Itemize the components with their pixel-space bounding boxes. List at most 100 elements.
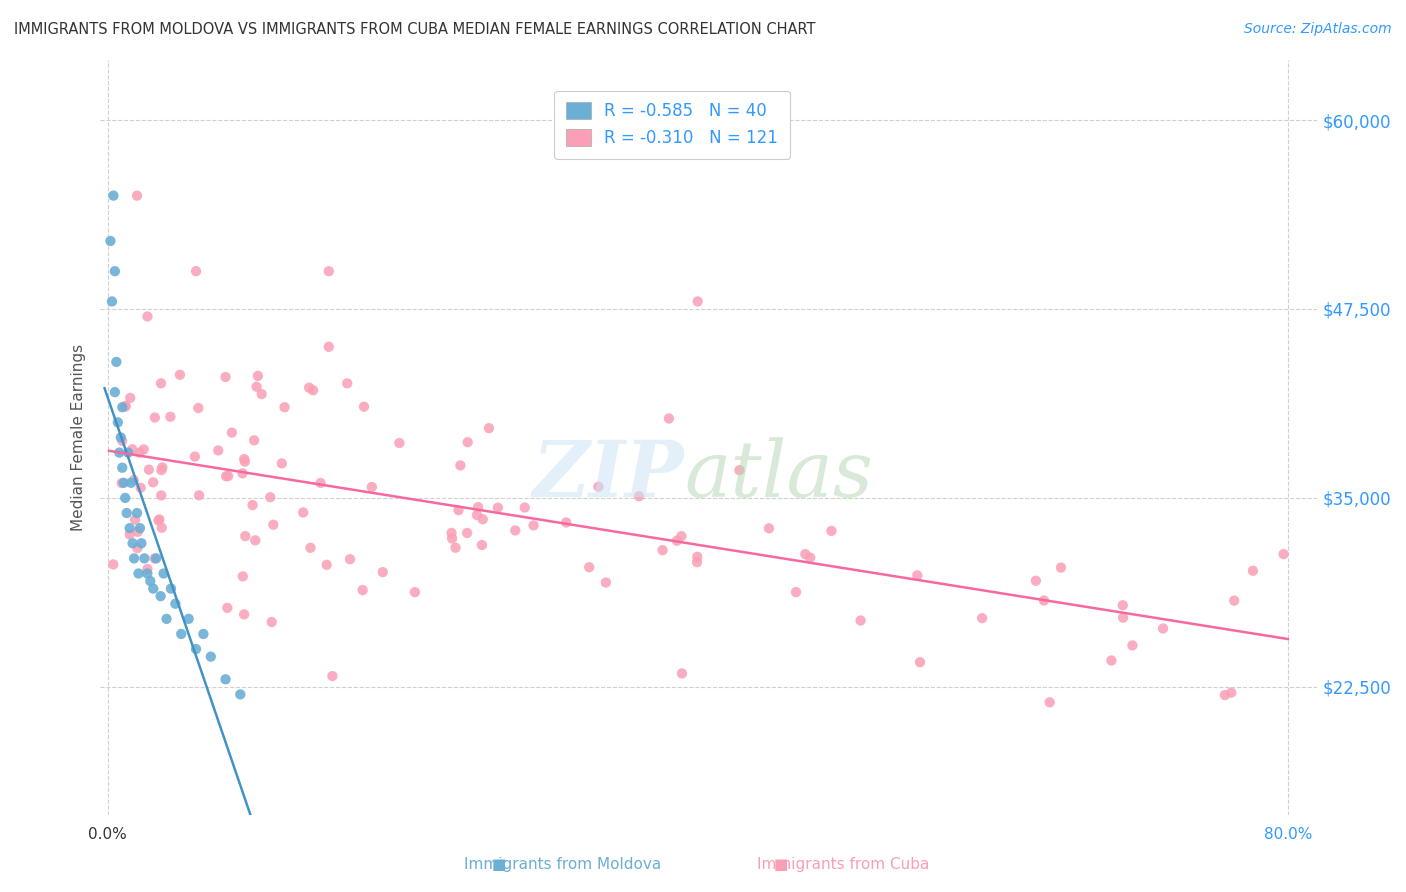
Point xyxy=(671,529,693,543)
Point xyxy=(441,532,464,546)
Point xyxy=(184,264,207,278)
Point xyxy=(588,480,610,494)
Point xyxy=(114,400,136,414)
Point xyxy=(150,376,173,391)
Point xyxy=(1032,593,1054,607)
Point xyxy=(1112,599,1135,613)
Point xyxy=(449,458,471,473)
Point xyxy=(262,517,284,532)
Point xyxy=(972,611,994,625)
Point xyxy=(148,514,170,528)
Point xyxy=(1099,653,1122,667)
Point xyxy=(360,480,382,494)
Point xyxy=(217,600,239,615)
Point xyxy=(129,521,152,535)
Point xyxy=(103,188,125,202)
Point xyxy=(103,558,125,572)
Point xyxy=(456,526,478,541)
Point xyxy=(160,582,183,596)
Point xyxy=(1039,695,1062,709)
Point xyxy=(125,188,148,202)
Point xyxy=(820,524,842,538)
Point xyxy=(513,500,536,515)
Point xyxy=(128,445,150,459)
Point xyxy=(217,469,239,483)
Point xyxy=(292,506,315,520)
Point xyxy=(233,454,256,468)
Point xyxy=(388,436,411,450)
Point xyxy=(207,443,229,458)
Point xyxy=(471,538,494,552)
Point xyxy=(105,355,128,369)
Point xyxy=(149,589,172,603)
Point xyxy=(555,516,578,530)
Text: atlas: atlas xyxy=(685,437,873,514)
Point xyxy=(522,518,544,533)
Text: IMMIGRANTS FROM MOLDOVA VS IMMIGRANTS FROM CUBA MEDIAN FEMALE EARNINGS CORRELATI: IMMIGRANTS FROM MOLDOVA VS IMMIGRANTS FR… xyxy=(14,22,815,37)
Point xyxy=(1121,639,1143,653)
Point xyxy=(108,445,131,459)
Point xyxy=(318,264,340,278)
Point xyxy=(1025,574,1047,588)
Point xyxy=(794,547,817,561)
Point xyxy=(728,463,751,477)
Point xyxy=(200,649,222,664)
Point xyxy=(1272,547,1295,561)
Point xyxy=(136,566,159,581)
Point xyxy=(139,574,162,588)
Point xyxy=(132,442,155,457)
Point xyxy=(215,469,238,483)
Point xyxy=(371,565,394,579)
Text: Immigrants from Cuba: Immigrants from Cuba xyxy=(758,857,929,872)
Point xyxy=(110,430,132,444)
Text: Source: ZipAtlas.com: Source: ZipAtlas.com xyxy=(1244,22,1392,37)
Point xyxy=(193,627,215,641)
Legend: R = -0.585   N = 40, R = -0.310   N = 121: R = -0.585 N = 40, R = -0.310 N = 121 xyxy=(554,91,790,159)
Point xyxy=(120,391,142,405)
Point xyxy=(150,488,173,502)
Point xyxy=(758,521,780,535)
Point xyxy=(104,385,127,400)
Point xyxy=(142,582,165,596)
Point xyxy=(686,294,709,309)
Point xyxy=(243,434,266,448)
Point xyxy=(136,562,159,576)
Point xyxy=(117,445,139,459)
Point xyxy=(214,673,236,687)
Point xyxy=(122,551,145,566)
Point xyxy=(188,488,211,502)
Point xyxy=(150,463,173,477)
Point xyxy=(404,585,426,599)
Point xyxy=(246,368,269,383)
Point xyxy=(486,500,509,515)
Point xyxy=(169,368,191,382)
Point xyxy=(259,490,281,504)
Point xyxy=(478,421,501,435)
Point xyxy=(101,294,124,309)
Text: 80.0%: 80.0% xyxy=(1264,828,1312,842)
Point xyxy=(184,642,207,657)
Point xyxy=(111,401,134,415)
Point xyxy=(111,476,134,491)
Point xyxy=(447,503,470,517)
Text: ■: ■ xyxy=(773,857,787,872)
Point xyxy=(233,452,256,467)
Point xyxy=(131,536,153,550)
Point xyxy=(112,475,135,490)
Point xyxy=(352,583,374,598)
Point xyxy=(302,384,325,398)
Point xyxy=(785,585,807,599)
Text: ■: ■ xyxy=(492,857,506,872)
Point xyxy=(232,569,254,583)
Point xyxy=(444,541,467,555)
Point xyxy=(118,521,141,535)
Point xyxy=(665,533,688,548)
Point xyxy=(125,506,148,520)
Point xyxy=(170,627,193,641)
Point xyxy=(143,410,166,425)
Point xyxy=(651,543,673,558)
Y-axis label: Median Female Earnings: Median Female Earnings xyxy=(72,344,86,531)
Point xyxy=(111,434,134,448)
Point xyxy=(122,473,145,487)
Point xyxy=(120,475,142,490)
